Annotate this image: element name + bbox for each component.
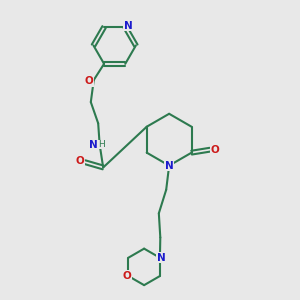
Text: N: N (124, 21, 133, 31)
Text: O: O (211, 145, 220, 155)
Text: O: O (85, 76, 94, 86)
Text: O: O (122, 271, 131, 281)
Text: N: N (165, 160, 173, 171)
Text: N: N (89, 140, 98, 149)
Text: N: N (157, 253, 166, 263)
Text: O: O (76, 156, 84, 166)
Text: H: H (98, 140, 104, 149)
